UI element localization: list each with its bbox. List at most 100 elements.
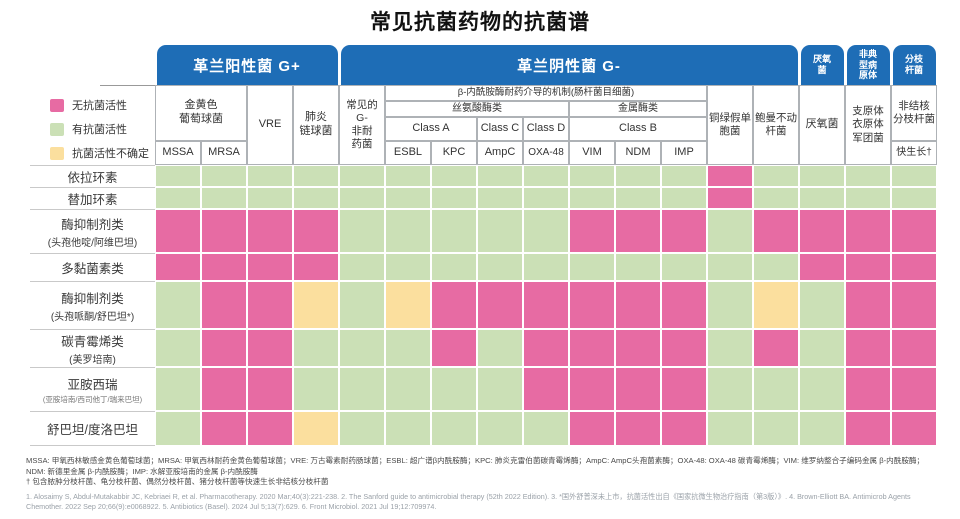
activity-cell (661, 329, 707, 367)
col-header-anaerobes: 厌氧菌 (799, 85, 845, 165)
drug-subname: (亚胺培南/西司他丁/瑞来巴坦) (42, 395, 143, 404)
activity-cell (845, 165, 891, 187)
activity-cell (799, 411, 845, 446)
activity-cell (615, 165, 661, 187)
activity-cell (247, 367, 293, 411)
drug-name: 依拉环素 (67, 171, 118, 185)
drug-row-label: 碳青霉烯类 (美罗培南) (30, 329, 155, 367)
footnote-dagger: † 包含脓肿分枝杆菌、龟分枝杆菌、偶然分枝杆菌、猪分枝杆菌等快速生长非结核分枝杆… (26, 477, 329, 487)
col-header-fast-growing: 快生长† (891, 141, 937, 165)
activity-cell (201, 281, 247, 329)
activity-cell (477, 411, 523, 446)
activity-cell (799, 165, 845, 187)
activity-cell (523, 209, 569, 253)
activity-cell (477, 253, 523, 281)
drug-subname: (头孢哌酮/舒巴坦*) (50, 312, 135, 323)
activity-cell (891, 367, 937, 411)
drug-name: 酶抑制剂类 (61, 292, 124, 306)
activity-cell (753, 165, 799, 187)
activity-cell (799, 187, 845, 209)
activity-cell (615, 411, 661, 446)
activity-cell (523, 165, 569, 187)
activity-cell (707, 281, 753, 329)
legend-swatch (50, 98, 64, 112)
activity-legend: 无抗菌活性 有抗菌活性 抗菌活性不确定 (50, 97, 149, 169)
activity-cell (385, 411, 431, 446)
drug-name: 舒巴坦/度洛巴坦 (47, 423, 138, 437)
drug-row-label: 亚胺西瑞 (亚胺培南/西司他丁/瑞来巴坦) (30, 367, 155, 411)
activity-cell (155, 209, 201, 253)
drug-name: 酶抑制剂类 (61, 218, 124, 232)
activity-cell (431, 253, 477, 281)
activity-cell (799, 281, 845, 329)
col-header-imp: IMP (661, 141, 707, 165)
col-header-ampc: AmpC (477, 141, 523, 165)
activity-cell (891, 253, 937, 281)
page-title: 常见抗菌药物的抗菌谱 (370, 11, 590, 34)
col-header-esbl: ESBL (385, 141, 431, 165)
col-header-kpc: KPC (431, 141, 477, 165)
activity-cell (523, 411, 569, 446)
col-header-mrsa: MRSA (201, 141, 247, 165)
activity-cell (247, 253, 293, 281)
activity-cell (523, 367, 569, 411)
activity-cell (339, 209, 385, 253)
activity-cell (753, 367, 799, 411)
activity-cell (293, 281, 339, 329)
legend-label: 抗菌活性不确定 (72, 148, 149, 160)
activity-cell (201, 329, 247, 367)
col-header-acinetobacter: 鲍曼不动 杆菌 (753, 85, 799, 165)
activity-cell (155, 165, 201, 187)
activity-cell (201, 367, 247, 411)
activity-cell (293, 367, 339, 411)
activity-cell (477, 187, 523, 209)
drug-name: 多黏菌素类 (61, 262, 124, 276)
activity-cell (799, 253, 845, 281)
activity-cell (155, 253, 201, 281)
activity-cell (477, 209, 523, 253)
activity-cell (615, 253, 661, 281)
col-header-ntm: 非结核 分枝杆菌 (891, 85, 937, 141)
activity-cell (569, 187, 615, 209)
col-header-vre: VRE (247, 85, 293, 165)
footnotes: MSSA: 甲氧西林敏感金黄色葡萄球菌；MRSA: 甲氧西林耐药金黄色葡萄球菌；… (26, 456, 938, 488)
legend-item: 有抗菌活性 (50, 121, 149, 137)
activity-cell (477, 165, 523, 187)
drug-row-label: 多黏菌素类 (30, 253, 155, 281)
activity-cell (707, 165, 753, 187)
activity-cell (891, 329, 937, 367)
tab-gram-positive: 革兰阳性菌 G+ (156, 45, 338, 85)
activity-cell (339, 253, 385, 281)
activity-cell (845, 253, 891, 281)
drug-name: 亚胺西瑞 (67, 378, 118, 392)
activity-cell (247, 165, 293, 187)
drug-row-label: 替加环素 (30, 187, 155, 209)
activity-cell (385, 165, 431, 187)
activity-cell (799, 209, 845, 253)
activity-cell (385, 281, 431, 329)
activity-cell (339, 165, 385, 187)
activity-cell (707, 329, 753, 367)
tab-anaerobes: 厌氧 菌 (800, 45, 844, 85)
activity-cell (891, 411, 937, 446)
antibiogram-table: 革兰阳性菌 G+ 革兰阴性菌 G- 厌氧 菌 非典 型病 原体 分枝 杆菌 金黄… (30, 45, 937, 446)
activity-cell (661, 367, 707, 411)
activity-cell (201, 187, 247, 209)
activity-cell (845, 411, 891, 446)
references: 1. Alosaimy S, Abdul-Mutakabbir JC, Kebr… (26, 492, 911, 511)
activity-cell (293, 411, 339, 446)
activity-cell (431, 367, 477, 411)
activity-cell (845, 281, 891, 329)
activity-cell (247, 209, 293, 253)
activity-cell (569, 165, 615, 187)
activity-cell (385, 367, 431, 411)
drug-row-label: 酶抑制剂类 (头孢他啶/阿维巴坦) (30, 209, 155, 253)
activity-cell (569, 209, 615, 253)
activity-cell (431, 187, 477, 209)
activity-cell (385, 209, 431, 253)
legend-label: 有抗菌活性 (72, 124, 127, 136)
activity-cell (293, 329, 339, 367)
activity-cell (385, 329, 431, 367)
activity-cell (661, 411, 707, 446)
